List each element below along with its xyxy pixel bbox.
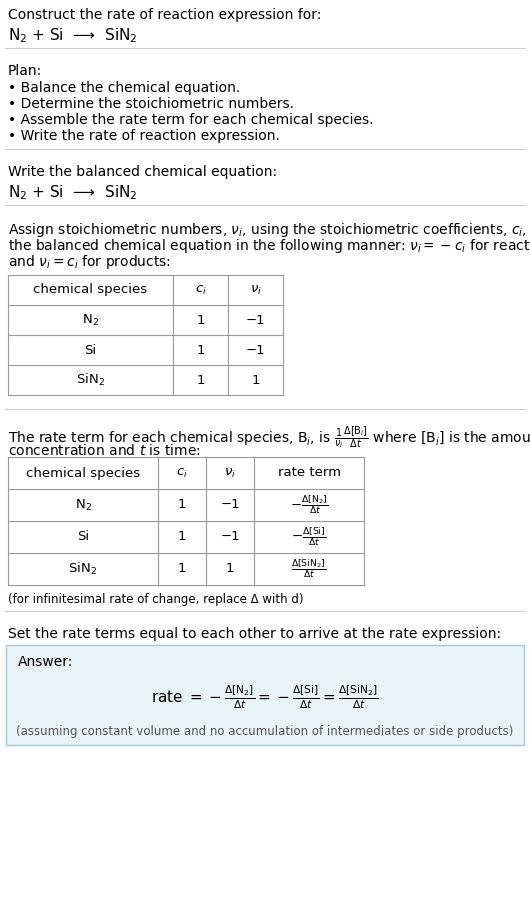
Text: chemical species: chemical species	[33, 283, 147, 297]
Text: Construct the rate of reaction expression for:: Construct the rate of reaction expressio…	[8, 8, 321, 22]
Text: Si: Si	[77, 530, 89, 544]
Text: 1: 1	[196, 343, 205, 357]
Text: 1: 1	[178, 562, 186, 576]
Text: −1: −1	[246, 313, 266, 327]
Text: • Balance the chemical equation.: • Balance the chemical equation.	[8, 81, 240, 95]
Text: and $\nu_i = c_i$ for products:: and $\nu_i = c_i$ for products:	[8, 253, 171, 271]
Text: • Write the rate of reaction expression.: • Write the rate of reaction expression.	[8, 129, 280, 143]
Text: $-\frac{\Delta[\mathrm{N_2}]}{\Delta t}$: $-\frac{\Delta[\mathrm{N_2}]}{\Delta t}$	[290, 494, 328, 517]
Text: Assign stoichiometric numbers, $\nu_i$, using the stoichiometric coefficients, $: Assign stoichiometric numbers, $\nu_i$, …	[8, 221, 530, 239]
Text: $\nu_i$: $\nu_i$	[250, 283, 261, 297]
Text: the balanced chemical equation in the following manner: $\nu_i = -c_i$ for react: the balanced chemical equation in the fo…	[8, 237, 530, 255]
Text: −1: −1	[220, 498, 240, 511]
Text: rate term: rate term	[278, 467, 340, 479]
Text: $\nu_i$: $\nu_i$	[224, 467, 236, 479]
Text: −1: −1	[246, 343, 266, 357]
Text: N$_2$ + Si  ⟶  SiN$_2$: N$_2$ + Si ⟶ SiN$_2$	[8, 26, 138, 44]
Text: Plan:: Plan:	[8, 64, 42, 78]
Text: N$_2$ + Si  ⟶  SiN$_2$: N$_2$ + Si ⟶ SiN$_2$	[8, 183, 138, 202]
Text: • Assemble the rate term for each chemical species.: • Assemble the rate term for each chemic…	[8, 113, 374, 127]
Text: The rate term for each chemical species, B$_i$, is $\frac{1}{\nu_i}\frac{\Delta[: The rate term for each chemical species,…	[8, 425, 530, 451]
FancyBboxPatch shape	[6, 645, 524, 745]
Text: 1: 1	[196, 313, 205, 327]
Text: 1: 1	[178, 498, 186, 511]
Text: $c_i$: $c_i$	[195, 283, 206, 297]
Text: chemical species: chemical species	[26, 467, 140, 479]
Text: $c_i$: $c_i$	[176, 467, 188, 479]
Text: 1: 1	[196, 373, 205, 387]
Text: Answer:: Answer:	[18, 655, 73, 669]
Text: • Determine the stoichiometric numbers.: • Determine the stoichiometric numbers.	[8, 97, 294, 111]
Text: Si: Si	[84, 343, 96, 357]
Text: Write the balanced chemical equation:: Write the balanced chemical equation:	[8, 165, 277, 179]
Text: SiN$_2$: SiN$_2$	[68, 561, 98, 577]
Text: N$_2$: N$_2$	[82, 312, 99, 328]
Text: N$_2$: N$_2$	[75, 498, 92, 512]
Text: 1: 1	[251, 373, 260, 387]
Text: $\frac{\Delta[\mathrm{SiN_2}]}{\Delta t}$: $\frac{\Delta[\mathrm{SiN_2}]}{\Delta t}…	[292, 558, 326, 580]
Text: SiN$_2$: SiN$_2$	[76, 372, 105, 388]
Text: −1: −1	[220, 530, 240, 544]
Text: 1: 1	[226, 562, 234, 576]
Text: rate $= -\frac{\Delta[\mathrm{N_2}]}{\Delta t} = -\frac{\Delta[\mathrm{Si}]}{\De: rate $= -\frac{\Delta[\mathrm{N_2}]}{\De…	[151, 683, 379, 711]
Text: (for infinitesimal rate of change, replace Δ with d): (for infinitesimal rate of change, repla…	[8, 593, 304, 606]
Text: (assuming constant volume and no accumulation of intermediates or side products): (assuming constant volume and no accumul…	[16, 725, 514, 738]
Text: concentration and $t$ is time:: concentration and $t$ is time:	[8, 443, 201, 458]
Text: 1: 1	[178, 530, 186, 544]
Text: Set the rate terms equal to each other to arrive at the rate expression:: Set the rate terms equal to each other t…	[8, 627, 501, 641]
Text: $-\frac{\Delta[\mathrm{Si}]}{\Delta t}$: $-\frac{\Delta[\mathrm{Si}]}{\Delta t}$	[292, 526, 326, 548]
